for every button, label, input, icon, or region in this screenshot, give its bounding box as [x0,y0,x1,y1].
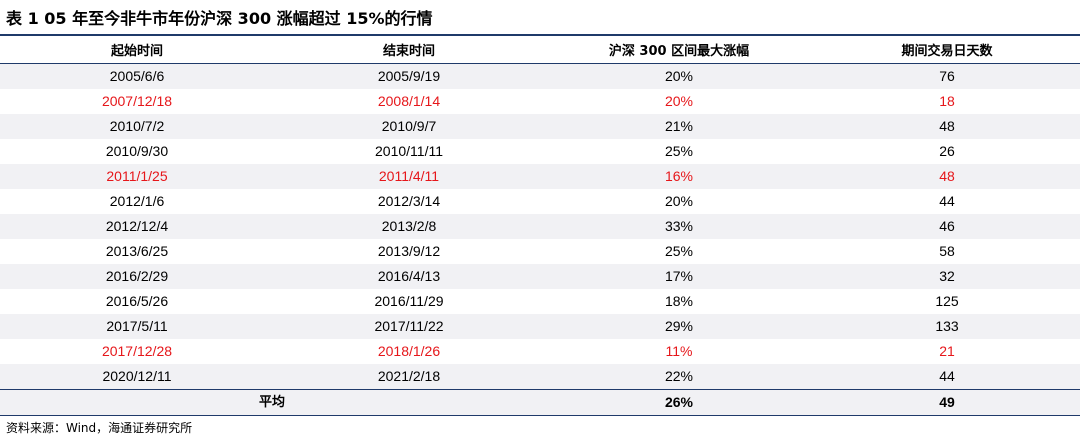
cell-start: 2020/12/11 [0,364,274,390]
source-note: 资料来源：Wind，海通证券研究所 [6,421,193,435]
table-row: 2005/6/6 2005/9/19 20% 76 [0,63,1080,89]
cell-days: 44 [939,193,955,209]
cell-days: 48 [814,114,1080,139]
table-row: 2017/5/11 2017/11/22 29% 133 [0,314,1080,339]
cell-max-gain: 29% [544,314,814,339]
cell-days: 133 [814,314,1080,339]
cell-days: 58 [939,243,955,259]
table-row: 2020/12/11 2021/2/18 22% 44 [0,364,1080,390]
table-title: 表 1 05 年至今非牛市年份沪深 300 涨幅超过 15%的行情 [6,9,433,28]
header-end: 结束时间 [274,36,544,64]
cell-max-gain: 20% [544,63,814,89]
cell-max-gain: 17% [544,264,814,289]
cell-end: 2010/9/7 [274,114,544,139]
cell-days: 125 [935,293,959,309]
cell-end: 2013/9/12 [377,243,441,259]
table-row: 2010/9/30 2010/11/11 25% 26 [0,139,1080,164]
cell-start: 2017/5/11 [0,314,274,339]
cell-days: 32 [814,264,1080,289]
table-row: 2007/12/18 2008/1/14 20% 18 [0,89,1080,114]
table-row: 2016/2/29 2016/4/13 17% 32 [0,264,1080,289]
cell-days: 46 [814,214,1080,239]
cell-start: 2012/1/6 [109,193,165,209]
cell-days: 26 [939,143,955,159]
cell-start: 2017/12/28 [101,343,173,359]
cell-max-gain: 21% [544,114,814,139]
cell-end: 2005/9/19 [274,63,544,89]
cell-start: 2010/7/2 [0,114,274,139]
average-row: 平均 26% 49 [0,389,1080,416]
cell-max-gain: 25% [664,243,694,259]
cell-max-gain: 20% [664,93,694,109]
table-row: 2012/12/4 2013/2/8 33% 46 [0,214,1080,239]
cell-end: 2010/11/11 [375,143,443,159]
table-row: 2011/1/25 2011/4/11 16% 48 [0,164,1080,189]
header-days: 期间交易日天数 [814,36,1080,64]
header-max-gain: 沪深 300 区间最大涨幅 [544,36,814,64]
table-row: 2017/12/28 2018/1/26 11% 21 [0,339,1080,364]
cell-end: 2012/3/14 [377,193,441,209]
average-days: 49 [814,389,1080,416]
cell-start: 2011/1/25 [0,164,274,189]
top-rule [0,34,1080,36]
cell-days: 76 [814,63,1080,89]
cell-end: 2018/1/26 [377,343,441,359]
cell-max-gain: 20% [664,193,694,209]
cell-start: 2016/2/29 [0,264,274,289]
cell-days: 48 [814,164,1080,189]
table-row: 2010/7/2 2010/9/7 21% 48 [0,114,1080,139]
cell-start: 2013/6/25 [105,243,169,259]
cell-max-gain: 22% [544,364,814,390]
cell-days: 21 [939,343,955,359]
cell-end: 2021/2/18 [274,364,544,390]
table-row: 2012/1/6 2012/3/14 20% 44 [0,189,1080,214]
cell-start: 2012/12/4 [0,214,274,239]
cell-end: 2017/11/22 [274,314,544,339]
cell-max-gain: 33% [544,214,814,239]
table-row: 2013/6/25 2013/9/12 25% 58 [0,239,1080,264]
cell-end: 2008/1/14 [377,93,441,109]
table-row: 2016/5/26 2016/11/29 18% 125 [0,289,1080,314]
header-row: 起始时间 结束时间 沪深 300 区间最大涨幅 期间交易日天数 [0,36,1080,64]
cell-start: 2016/5/26 [105,293,169,309]
average-max-gain: 26% [544,389,814,416]
cell-max-gain: 18% [664,293,694,309]
table-body: 2005/6/6 2005/9/19 20% 76 2007/12/18 2008/1/1… [0,63,1080,416]
cell-start: 2005/6/6 [0,63,274,89]
average-label: 平均 [0,389,544,416]
cell-end: 2013/2/8 [274,214,544,239]
header-start: 起始时间 [0,36,274,64]
cell-start: 2010/9/30 [105,143,169,159]
cell-max-gain: 11% [665,343,693,359]
cell-end: 2016/11/29 [374,293,444,309]
cell-days: 44 [814,364,1080,390]
cell-max-gain: 16% [544,164,814,189]
cell-end: 2016/4/13 [274,264,544,289]
cell-days: 18 [939,93,955,109]
cell-max-gain: 25% [664,143,694,159]
data-table: 起始时间 结束时间 沪深 300 区间最大涨幅 期间交易日天数 2005/6/6… [0,36,1080,416]
cell-start: 2007/12/18 [101,93,173,109]
cell-end: 2011/4/11 [274,164,544,189]
